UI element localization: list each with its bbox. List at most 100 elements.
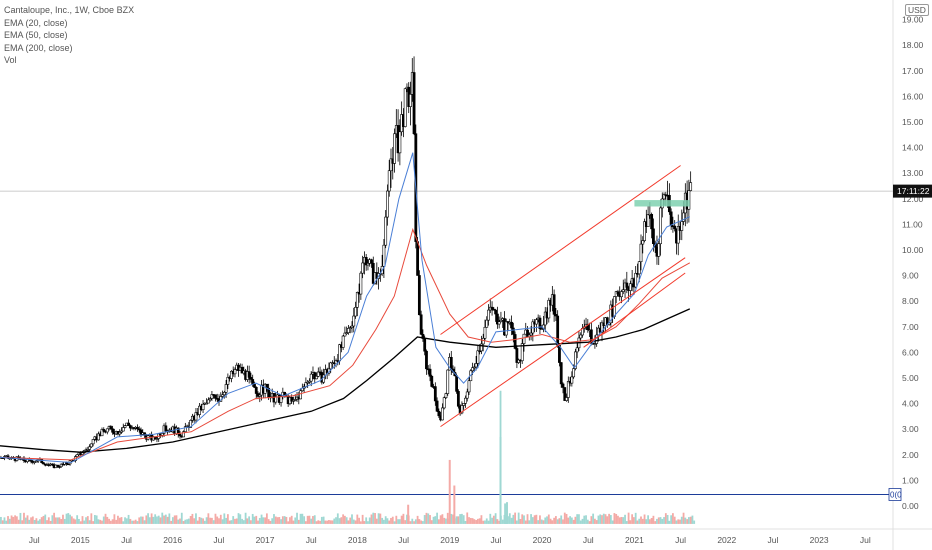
- volume-bar: [5, 520, 8, 524]
- candle-body: [361, 262, 365, 274]
- volume-bar: [560, 515, 563, 524]
- candle-body: [416, 241, 419, 276]
- candle-body: [389, 158, 393, 172]
- candle-body: [513, 334, 517, 349]
- volume-bar: [579, 520, 582, 524]
- candle-body: [299, 390, 302, 400]
- volume-bar: [186, 519, 188, 524]
- volume-bar: [643, 514, 646, 524]
- volume-bar: [629, 520, 632, 524]
- volume-bar: [81, 516, 84, 524]
- volume-bar: [127, 514, 130, 524]
- legend-vol[interactable]: Vol: [4, 55, 17, 65]
- volume-bar: [533, 515, 536, 524]
- volume-bar: [241, 518, 243, 524]
- y-tick-label: 4.00: [902, 399, 919, 409]
- candle-body: [620, 291, 623, 298]
- volume-bar: [319, 520, 321, 524]
- volume-bar: [434, 516, 437, 524]
- volume-bar: [101, 520, 103, 524]
- volume-bar: [406, 514, 408, 524]
- volume-bar: [590, 516, 593, 524]
- volume-bar: [97, 519, 100, 524]
- candle-body: [254, 387, 258, 394]
- candles: [0, 56, 693, 469]
- candle-body: [495, 313, 499, 325]
- volume-bar: [180, 512, 183, 524]
- volume-bar: [413, 521, 415, 524]
- volume-bar: [485, 518, 488, 524]
- candle-body: [384, 216, 388, 246]
- volume-bar: [375, 518, 378, 524]
- volume-bar: [684, 517, 687, 524]
- volume-bar: [377, 513, 380, 524]
- volume-bar: [28, 519, 31, 524]
- price-tag-label: 17:11:22: [897, 186, 930, 196]
- legend-ema50[interactable]: EMA (50, close): [4, 30, 68, 40]
- volume-bar: [134, 519, 137, 524]
- volume-bar: [462, 515, 465, 524]
- volume-bar: [468, 517, 470, 524]
- y-tick-label: 15.00: [902, 117, 924, 127]
- y-tick-label: 1.00: [902, 475, 919, 485]
- volume-bar: [250, 520, 252, 524]
- volume-bar: [297, 519, 300, 524]
- candle-body: [393, 133, 396, 164]
- x-tick-label: 2017: [256, 535, 275, 545]
- candle-body: [552, 294, 556, 315]
- candle-body: [499, 319, 503, 322]
- candle-body: [634, 272, 638, 288]
- volume-bar: [436, 512, 438, 524]
- volume-bar: [203, 520, 206, 524]
- volume-bar: [58, 517, 61, 524]
- candle-body: [522, 333, 526, 344]
- legend-ema20[interactable]: EMA (20, close): [4, 17, 68, 28]
- volume-bar: [407, 504, 410, 524]
- volume-bar: [423, 515, 426, 524]
- candle-body: [433, 386, 437, 402]
- candle-body: [56, 464, 60, 467]
- legend-ema200[interactable]: EMA (200, close): [4, 42, 73, 53]
- candle-body: [309, 373, 313, 382]
- candle-body: [155, 438, 159, 440]
- volume-bar: [26, 515, 29, 524]
- legend-title[interactable]: Cantaloupe, Inc., 1W, Cboe BZX: [4, 5, 135, 15]
- volume-bar: [39, 519, 41, 524]
- volume-bar: [340, 517, 343, 524]
- candle-body: [109, 426, 113, 430]
- candle-body: [423, 338, 427, 352]
- y-tick-label: 0.00: [902, 501, 919, 511]
- candle-body: [460, 405, 464, 414]
- volume-bar: [31, 516, 34, 524]
- volume-bar: [12, 516, 15, 524]
- volume-bar: [381, 517, 384, 524]
- candle-body: [127, 422, 130, 426]
- candle-body: [646, 214, 650, 227]
- candle-body: [465, 391, 469, 399]
- y-tick-label: 9.00: [902, 271, 919, 281]
- volume-bar: [86, 516, 89, 524]
- currency-badge[interactable]: USD: [905, 4, 929, 16]
- x-tick-label: Jul: [213, 535, 224, 545]
- volume-bar: [613, 513, 616, 524]
- candle-body: [105, 428, 109, 433]
- candle-body: [430, 375, 434, 387]
- candle-body: [263, 383, 267, 394]
- x-tick-label: Jul: [29, 535, 40, 545]
- volume-bar: [23, 512, 25, 524]
- candle-body: [492, 308, 496, 311]
- volume-bar: [342, 514, 345, 524]
- volume-bar: [452, 514, 454, 524]
- volume-bar: [492, 515, 495, 524]
- candle-body: [662, 194, 666, 200]
- volume-bar: [198, 517, 201, 524]
- volume-bar: [608, 513, 610, 524]
- volume-bar: [487, 520, 490, 524]
- candle-body: [621, 289, 625, 292]
- candle-body: [455, 375, 459, 392]
- candle-body: [490, 306, 494, 310]
- volume-bar: [292, 520, 295, 524]
- volume-bar: [294, 517, 297, 524]
